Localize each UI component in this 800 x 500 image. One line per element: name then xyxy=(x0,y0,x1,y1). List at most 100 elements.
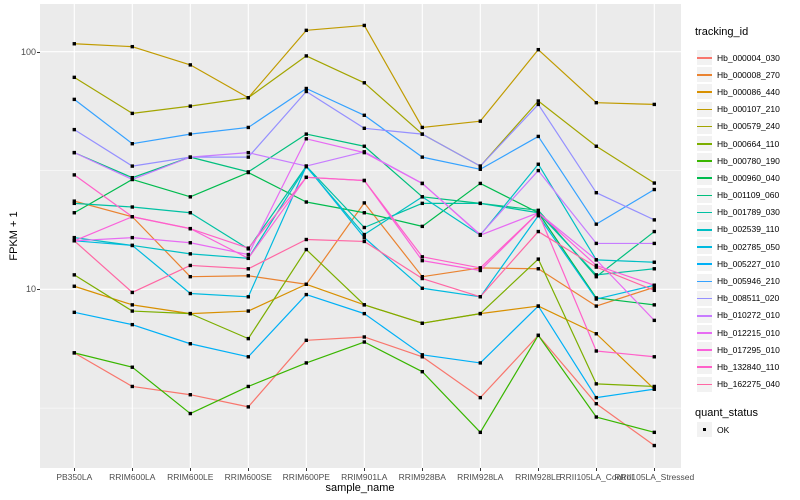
y-axis-tick xyxy=(37,289,40,291)
data-point-marker xyxy=(72,351,76,355)
x-axis-tick xyxy=(74,468,76,471)
legend-item-label: Hb_000008_270 xyxy=(717,69,780,80)
data-point-marker xyxy=(188,104,192,108)
legend-key xyxy=(697,307,712,323)
x-axis-tick xyxy=(654,468,656,471)
data-point-marker xyxy=(594,273,598,277)
data-point-marker xyxy=(478,266,482,270)
data-point-marker xyxy=(72,173,76,177)
data-point-marker xyxy=(72,239,76,243)
data-point-marker xyxy=(652,241,656,246)
legend-key xyxy=(697,221,712,237)
legend-key xyxy=(697,50,712,66)
legend-item: Hb_162275_040 xyxy=(697,376,780,393)
data-point-marker xyxy=(246,309,250,313)
data-point-marker xyxy=(130,303,134,307)
data-point-marker xyxy=(188,291,192,296)
data-point-marker xyxy=(536,134,540,139)
data-point-marker xyxy=(362,235,366,240)
x-axis-tick xyxy=(596,468,598,471)
legend-key xyxy=(697,84,712,100)
legend-item: Hb_005946_210 xyxy=(697,272,780,289)
data-point-marker xyxy=(130,243,134,248)
legend-key xyxy=(697,204,712,220)
data-point-marker xyxy=(594,382,598,386)
data-point-marker xyxy=(72,42,76,46)
data-point-marker xyxy=(362,311,366,316)
data-point-marker xyxy=(304,247,308,252)
legend-item: Hb_000008_270 xyxy=(697,66,780,83)
legend-color-line-icon xyxy=(697,297,712,300)
data-point-marker xyxy=(652,260,656,264)
data-point-marker xyxy=(246,155,250,159)
data-point-marker xyxy=(362,225,366,230)
y-axis-title: FPKM + 1 xyxy=(8,211,20,261)
legend-color-line-icon xyxy=(697,263,712,265)
legend-item: Hb_132840_110 xyxy=(697,358,780,375)
legend-color-line-icon xyxy=(697,280,712,283)
legend-color-line-icon xyxy=(697,57,712,59)
data-point-marker xyxy=(130,175,134,180)
data-point-marker xyxy=(246,96,250,100)
legend: tracking_id Hb_000004_030 Hb_000008_270 Hb… xyxy=(694,0,800,500)
legend-color-line-icon xyxy=(697,366,712,369)
data-point-marker xyxy=(304,292,308,297)
data-point-marker xyxy=(536,257,540,261)
data-point-marker xyxy=(652,229,656,234)
legend-key xyxy=(697,239,712,255)
legend-color-line-icon xyxy=(697,74,712,76)
data-point-marker xyxy=(246,256,250,261)
x-axis-title: sample_name xyxy=(325,482,395,494)
data-point-marker xyxy=(420,353,424,357)
data-point-marker xyxy=(594,332,598,336)
data-point-marker xyxy=(652,187,656,192)
data-point-marker xyxy=(652,384,656,389)
data-point-marker xyxy=(478,181,482,186)
data-point-marker xyxy=(594,304,598,308)
legend-item-label: Hb_017295_010 xyxy=(717,344,780,355)
legend-item-label: Hb_005946_210 xyxy=(717,276,780,287)
data-point-marker xyxy=(130,111,134,116)
data-point-marker xyxy=(304,200,308,204)
legend-color-line-icon xyxy=(697,349,712,351)
data-point-marker xyxy=(246,274,250,278)
data-point-marker xyxy=(130,205,134,209)
legend-key xyxy=(697,325,712,341)
legend-item: Hb_000107_210 xyxy=(697,101,780,118)
data-point-marker xyxy=(72,127,76,132)
x-tick-label: RRIM928BA xyxy=(398,472,446,482)
data-point-marker xyxy=(362,23,366,28)
data-point-marker xyxy=(594,191,598,195)
x-axis-tick xyxy=(306,468,308,471)
data-point-marker xyxy=(304,54,308,58)
data-point-marker xyxy=(478,201,482,206)
data-point-marker xyxy=(130,177,134,182)
data-point-marker xyxy=(130,365,134,369)
legend-key xyxy=(697,273,712,289)
legend-item: Hb_012215_010 xyxy=(697,324,780,341)
y-axis-tick xyxy=(37,51,40,53)
legend-item-label: Hb_000664_110 xyxy=(717,138,780,149)
legend-color-line-icon xyxy=(697,211,712,214)
legend-item-label: Hb_000107_210 xyxy=(717,104,780,115)
legend-key xyxy=(697,118,712,134)
data-point-marker xyxy=(478,119,482,123)
x-axis-tick xyxy=(422,468,424,471)
data-point-marker xyxy=(72,235,76,240)
legend-color-line-icon xyxy=(697,143,712,145)
x-tick-label: RRIM901LA xyxy=(341,472,388,482)
data-point-marker xyxy=(130,384,134,389)
data-point-marker xyxy=(420,286,424,290)
data-point-marker xyxy=(188,411,192,416)
data-point-marker xyxy=(478,295,482,299)
legend-color-line-icon xyxy=(697,314,712,317)
data-point-marker xyxy=(594,222,598,226)
data-point-marker xyxy=(188,342,192,346)
data-point-marker xyxy=(478,164,482,168)
data-point-marker xyxy=(478,268,482,273)
data-point-marker xyxy=(594,415,598,419)
legend-color-line-icon xyxy=(697,228,712,231)
data-point-marker xyxy=(478,233,482,237)
data-point-marker xyxy=(362,113,366,117)
data-point-marker xyxy=(72,150,76,155)
